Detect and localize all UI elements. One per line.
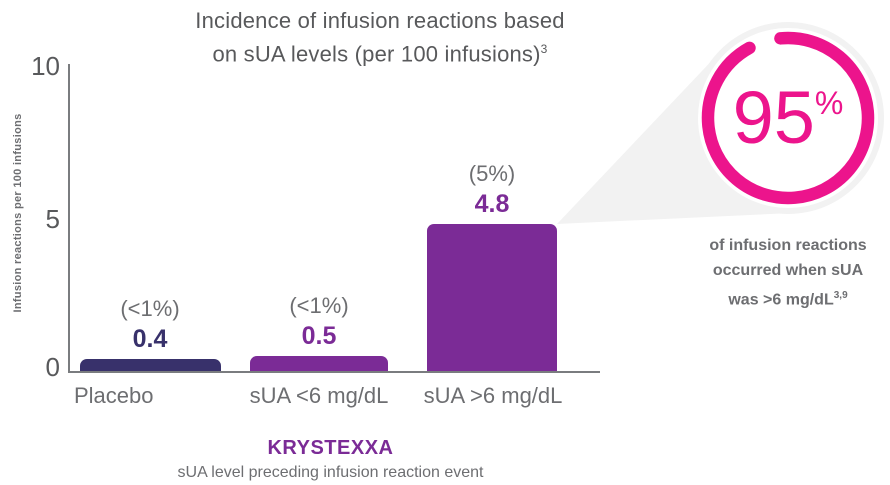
- value-label: 0.4: [132, 325, 168, 353]
- bar-placebo: [80, 359, 221, 371]
- callout-percentage: 95%: [733, 81, 844, 155]
- y-tick-0: 0: [45, 352, 60, 382]
- callout-reference-superscript: 3,9: [833, 290, 848, 301]
- percent-label: (<1%): [120, 296, 180, 321]
- bar-label-sua-under-6: (<1%) 0.5: [199, 293, 439, 351]
- y-tick-10: 10: [31, 51, 60, 81]
- percent-label: (5%): [468, 161, 516, 186]
- value-label: 0.5: [301, 322, 337, 350]
- percent-label: (<1%): [289, 293, 349, 318]
- callout-percentage-number: 95: [732, 76, 815, 159]
- title-reference-superscript: 3: [540, 42, 548, 56]
- y-tick-5: 5: [45, 204, 60, 234]
- callout-description-line2: occurred when sUA: [712, 262, 864, 279]
- chart-title-line2: on sUA levels (per 100 infusions)3: [212, 41, 548, 67]
- callout-description-line1: of infusion reactions: [709, 237, 867, 254]
- bar-sua-under-6: [250, 356, 388, 371]
- x-axis-line: [68, 371, 600, 373]
- x-label-placebo: Placebo: [74, 383, 154, 408]
- value-label: 4.8: [474, 190, 510, 218]
- x-label-sua-under-6: sUA <6 mg/dL: [249, 383, 389, 408]
- bar-label-sua-over-6: (5%) 4.8: [372, 161, 612, 219]
- chart-title-line1: Incidence of infusion reactions based: [195, 8, 565, 33]
- x-label-sua-over-6: sUA >6 mg/dL: [423, 383, 563, 408]
- bar-sua-over-6: [427, 224, 557, 371]
- callout-description-line3: was >6 mg/dL3,9: [728, 290, 848, 309]
- brand-label: KRYSTEXXA: [267, 437, 394, 459]
- bar-label-placebo: (<1%) 0.4: [30, 296, 270, 354]
- y-axis-line: [68, 64, 70, 373]
- chart-title: Incidence of infusion reactions based on…: [130, 6, 630, 68]
- percent-sign: %: [814, 85, 844, 121]
- callout-description: of infusion reactions occurred when sUA …: [668, 233, 890, 312]
- x-axis-caption: sUA level preceding infusion reaction ev…: [177, 464, 484, 481]
